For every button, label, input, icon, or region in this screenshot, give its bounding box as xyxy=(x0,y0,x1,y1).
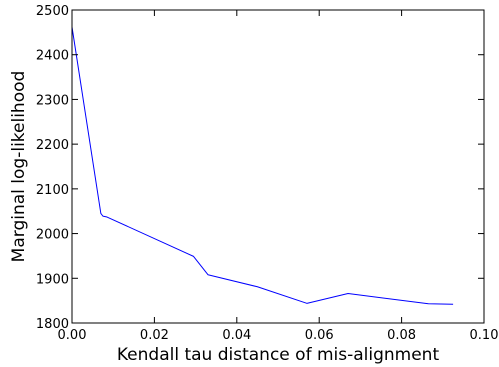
x-tick-label: 0.00 xyxy=(58,328,87,343)
x-tick-label: 0.06 xyxy=(305,328,334,343)
series-layer xyxy=(71,26,454,305)
series-line-1 xyxy=(71,26,454,305)
y-tick-label: 1900 xyxy=(36,272,69,287)
ticks-layer: 0.00 0.02 0.04 0.06 0.08 0.10 1800 1900 2000 2100… xyxy=(36,4,499,343)
y-tick-label: 2400 xyxy=(36,49,69,64)
y-tick-label: 2200 xyxy=(36,138,69,153)
y-tick-label: 2500 xyxy=(36,4,69,19)
y-axis-label: Marginal log-likelihood xyxy=(9,71,29,263)
y-tick-label: 2100 xyxy=(36,183,69,198)
y-tick-label: 2000 xyxy=(36,228,69,243)
x-tick-label: 0.02 xyxy=(140,328,169,343)
plot-area xyxy=(72,10,484,323)
y-tick-label: 1800 xyxy=(36,317,69,332)
x-tick-label: 0.10 xyxy=(470,328,499,343)
x-tick-label: 0.08 xyxy=(387,328,416,343)
plot-frame xyxy=(71,9,485,324)
y-tick-label: 2300 xyxy=(36,93,69,108)
x-axis-label: Kendall tau distance of mis-alignment xyxy=(117,345,440,365)
x-tick-label: 0.04 xyxy=(222,328,251,343)
